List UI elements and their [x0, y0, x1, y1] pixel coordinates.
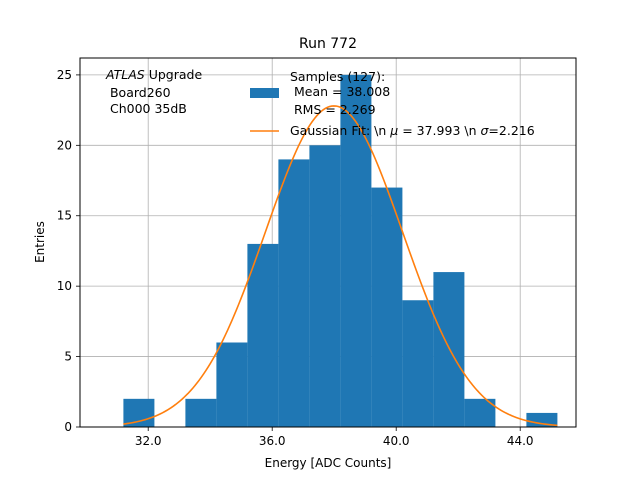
y-tick-label: 25	[57, 68, 72, 82]
y-tick-label: 5	[64, 350, 72, 364]
x-tick-label: 32.0	[135, 434, 162, 448]
legend: Samples (127): Mean = 38.008 RMS = 2.269…	[250, 69, 535, 138]
y-axis-label: Entries	[33, 221, 47, 263]
histogram-bar	[216, 342, 248, 427]
x-axis-label: Energy [ADC Counts]	[265, 456, 392, 470]
legend-fit-mu-value: = 37.993 \n	[398, 123, 480, 138]
legend-fit-mu-symbol: μ	[389, 123, 398, 138]
legend-hist-line1: Samples (127):	[290, 69, 385, 84]
legend-hist-line2: Mean = 38.008	[290, 84, 390, 99]
channel-label: Ch000 35dB	[106, 101, 187, 116]
y-tick-label: 15	[57, 209, 72, 223]
legend-fit-prefix: Gaussian Fit: \n	[290, 123, 390, 138]
legend-fit-label: Gaussian Fit: \n μ = 37.993 \n σ=2.216	[290, 123, 535, 138]
y-tick-label: 20	[57, 138, 72, 152]
atlas-annotation: ATLAS Upgrade Board260 Ch000 35dB	[105, 67, 202, 116]
x-tick-label: 40.0	[383, 434, 410, 448]
legend-hist-line3: RMS = 2.269	[290, 102, 376, 117]
histogram-bar	[402, 300, 434, 427]
x-tick-label: 36.0	[259, 434, 286, 448]
legend-fit-sigma-symbol: σ	[480, 123, 489, 138]
histogram-bar	[247, 243, 279, 427]
histogram-bar	[185, 398, 217, 427]
board-label: Board260	[106, 85, 171, 100]
chart-title: Run 772	[299, 36, 357, 52]
atlas-word: ATLAS	[105, 67, 145, 82]
gaussian-fit-line	[123, 105, 558, 427]
legend-hist-swatch	[250, 88, 279, 98]
histogram-bar	[309, 145, 341, 427]
atlas-upgrade: Upgrade	[145, 67, 203, 82]
y-tick-label: 0	[64, 420, 72, 434]
histogram-bar	[123, 398, 155, 427]
fit-layer	[123, 105, 558, 427]
legend-fit-sigma-value: =2.216	[488, 123, 534, 138]
atlas-label: ATLAS Upgrade	[105, 67, 202, 82]
x-tick-label: 44.0	[507, 434, 534, 448]
bars-layer	[123, 74, 558, 428]
histogram-bar	[433, 272, 465, 427]
histogram-bar	[278, 159, 310, 427]
y-tick-label: 10	[57, 279, 72, 293]
plot-frame	[79, 57, 577, 428]
histogram-bar	[526, 412, 558, 427]
histogram-bar	[371, 187, 403, 427]
histogram-bar	[340, 74, 372, 428]
ticks-layer: 32.0 36.0 40.0 44.0 0 5 10 15 20 25	[57, 68, 534, 448]
